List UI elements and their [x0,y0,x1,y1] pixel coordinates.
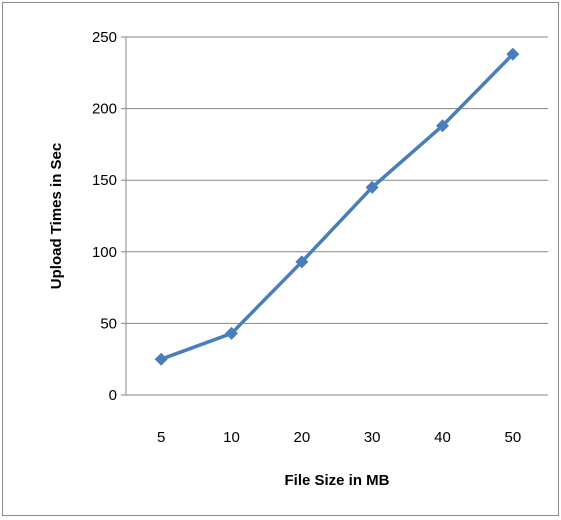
y-axis-title: Upload Times in Sec [48,143,65,289]
line-chart: 0 50 100 150 200 250 5 10 20 30 40 50 File Size in… [48,29,548,489]
data-point-marker [506,47,520,61]
series-line [160,52,515,361]
x-tick-label: 50 [504,429,521,446]
x-tick-labels: 5 10 20 30 40 50 [157,429,521,446]
y-tick-label: 100 [92,244,117,261]
y-tick-marks [121,36,126,396]
data-point-marker [154,352,168,366]
series-layer [154,47,520,366]
y-tick-label: 200 [92,101,117,118]
x-tick-label: 30 [364,429,381,446]
x-tick-label: 40 [434,429,451,446]
x-tick-label: 5 [157,429,165,446]
data-point-marker [295,255,309,269]
y-tick-label: 50 [100,315,117,332]
data-point-marker [225,326,238,340]
data-point-marker [365,180,379,194]
y-tick-label: 0 [109,387,117,404]
y-tick-labels: 0 50 100 150 200 250 [92,29,117,404]
x-tick-label: 10 [223,429,240,446]
gridlines [126,36,548,324]
y-tick-label: 150 [92,172,117,189]
y-tick-label: 250 [92,29,117,46]
x-tick-label: 20 [293,429,310,446]
data-point-marker [436,119,449,133]
x-axis-title: File Size in MB [284,472,389,489]
